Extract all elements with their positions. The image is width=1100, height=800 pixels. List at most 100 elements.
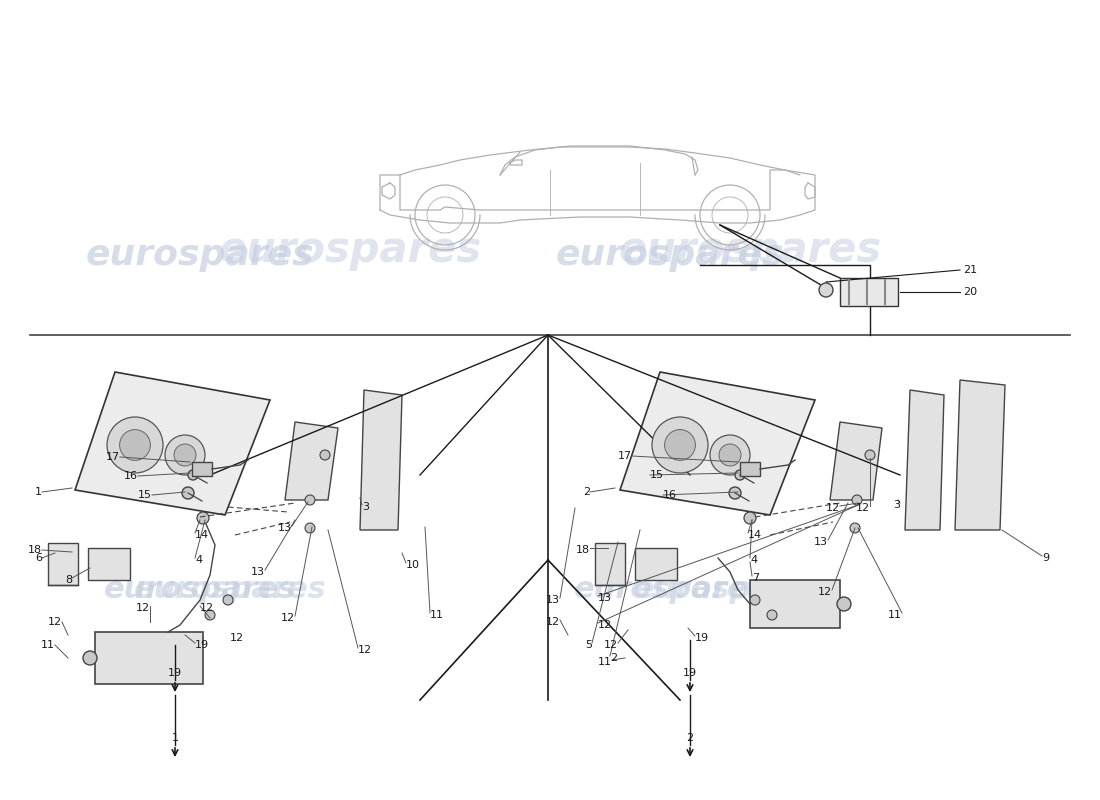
Text: 16: 16 (124, 471, 138, 481)
Text: 2: 2 (610, 653, 617, 663)
Text: 4: 4 (750, 555, 757, 565)
Text: 12: 12 (230, 633, 244, 643)
Text: 14: 14 (195, 530, 209, 540)
Text: 16: 16 (663, 490, 676, 500)
Circle shape (82, 651, 97, 665)
Text: 15: 15 (650, 470, 664, 480)
Text: 18: 18 (576, 545, 590, 555)
Text: 13: 13 (278, 523, 292, 533)
Circle shape (652, 417, 708, 473)
Text: 21: 21 (962, 265, 977, 275)
Circle shape (852, 495, 862, 505)
Circle shape (750, 595, 760, 605)
Bar (595, 543, 625, 585)
Text: 3: 3 (362, 502, 369, 512)
Circle shape (767, 610, 777, 620)
Circle shape (735, 470, 745, 480)
Bar (740, 462, 760, 476)
Circle shape (197, 512, 209, 524)
Polygon shape (360, 390, 401, 530)
Text: 13: 13 (251, 567, 265, 577)
Bar (95, 632, 204, 684)
Polygon shape (620, 372, 815, 515)
Circle shape (837, 597, 851, 611)
Text: 12: 12 (856, 503, 870, 513)
Text: 9: 9 (1042, 553, 1049, 563)
Text: 17: 17 (106, 452, 120, 462)
Text: 12: 12 (200, 603, 214, 613)
Text: 3: 3 (893, 500, 900, 510)
Text: eurospares: eurospares (86, 238, 315, 272)
Circle shape (305, 523, 315, 533)
Text: 13: 13 (814, 537, 828, 547)
Circle shape (865, 450, 874, 460)
Text: 17: 17 (618, 451, 632, 461)
Text: 15: 15 (138, 490, 152, 500)
Circle shape (223, 595, 233, 605)
Text: 20: 20 (962, 287, 977, 297)
Text: eurospares: eurospares (618, 229, 881, 271)
Text: 13: 13 (598, 593, 612, 603)
Text: 13: 13 (546, 595, 560, 605)
Text: 19: 19 (168, 668, 183, 678)
Text: 11: 11 (41, 640, 55, 650)
Text: 12: 12 (818, 587, 832, 597)
Circle shape (320, 450, 330, 460)
Text: 2: 2 (583, 487, 590, 497)
Circle shape (188, 470, 198, 480)
Text: 11: 11 (888, 610, 902, 620)
Text: 6: 6 (35, 553, 42, 563)
Circle shape (729, 487, 741, 499)
Circle shape (744, 512, 756, 524)
Text: 5: 5 (585, 640, 592, 650)
Bar (635, 548, 676, 580)
Polygon shape (905, 390, 944, 530)
Bar (48, 543, 78, 585)
Polygon shape (955, 380, 1005, 530)
Circle shape (850, 523, 860, 533)
Text: 18: 18 (28, 545, 42, 555)
Text: 4: 4 (195, 555, 202, 565)
Bar (88, 548, 130, 580)
Text: 12: 12 (136, 603, 150, 613)
Circle shape (664, 430, 695, 460)
Circle shape (820, 283, 833, 297)
Polygon shape (285, 422, 338, 500)
Text: 1: 1 (35, 487, 42, 497)
Text: 14: 14 (748, 530, 762, 540)
Circle shape (165, 435, 205, 475)
Text: 12: 12 (604, 640, 618, 650)
Text: 8: 8 (65, 575, 72, 585)
Text: 19: 19 (695, 633, 710, 643)
Circle shape (719, 444, 741, 466)
Text: eurospares: eurospares (133, 575, 327, 605)
Text: eurospares: eurospares (103, 575, 296, 605)
Text: 7: 7 (752, 573, 759, 583)
Circle shape (182, 487, 194, 499)
Bar (840, 278, 898, 306)
Polygon shape (830, 422, 882, 500)
Text: 1: 1 (172, 733, 178, 743)
Text: 12: 12 (48, 617, 62, 627)
Text: 2: 2 (686, 733, 694, 743)
Text: 11: 11 (598, 657, 612, 667)
Text: 10: 10 (406, 560, 420, 570)
Circle shape (710, 435, 750, 475)
Text: eurospares: eurospares (634, 575, 826, 605)
Text: 12: 12 (280, 613, 295, 623)
Circle shape (205, 610, 214, 620)
Text: 12: 12 (826, 503, 840, 513)
Text: 12: 12 (358, 645, 372, 655)
Text: eurospares: eurospares (573, 575, 767, 605)
Circle shape (120, 430, 151, 460)
Circle shape (107, 417, 163, 473)
Text: 11: 11 (430, 610, 444, 620)
Bar (192, 462, 212, 476)
Polygon shape (75, 372, 270, 515)
Bar (750, 580, 840, 628)
Text: eurospares: eurospares (219, 229, 482, 271)
Circle shape (174, 444, 196, 466)
Text: 12: 12 (546, 617, 560, 627)
Text: 12: 12 (598, 620, 612, 630)
Text: eurospares: eurospares (556, 238, 784, 272)
